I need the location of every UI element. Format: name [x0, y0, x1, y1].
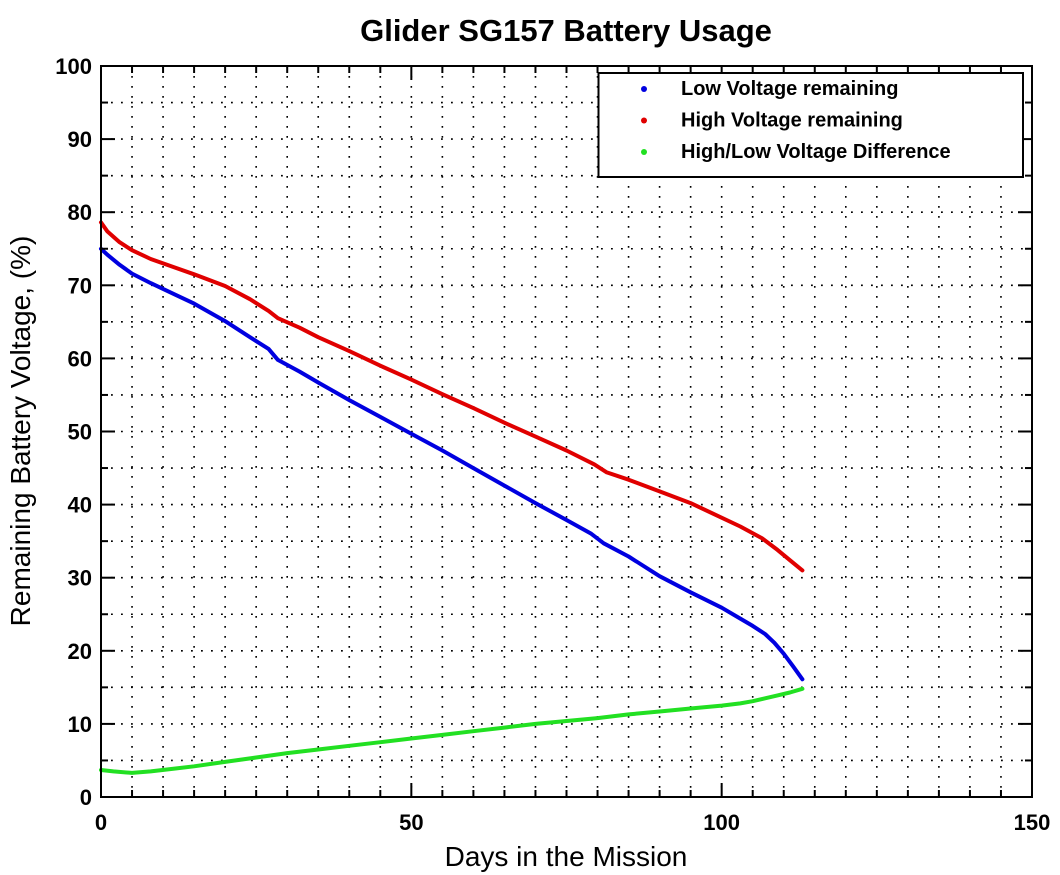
series-line-high-voltage-remaining — [99, 220, 805, 573]
series-line-low-voltage-remaining — [99, 246, 805, 682]
y-tick-label: 10 — [68, 712, 92, 737]
legend-marker-high-voltage-remaining — [641, 117, 647, 124]
x-axis-label: Days in the Mission — [445, 841, 688, 872]
legend-box — [597, 72, 1024, 178]
y-tick-label: 50 — [68, 420, 92, 445]
legend-entries: Low Voltage remaining High Voltage remain… — [641, 78, 951, 163]
tick-labels: 0 50 100 150 0 10 20 30 40 50 60 70 80 90 100 — [55, 54, 1050, 835]
legend-entry-label: Low Voltage remaining — [681, 78, 898, 100]
y-tick-label: 20 — [68, 639, 92, 664]
series-line-high-low-voltage-difference — [99, 686, 805, 775]
legend-entry-label: High/Low Voltage Difference — [681, 141, 951, 163]
y-tick-label: 40 — [68, 493, 92, 518]
x-tick-label: 50 — [399, 810, 423, 835]
data-series — [99, 220, 805, 775]
legend-marker-high-low-voltage-difference — [641, 149, 647, 155]
y-tick-label: 60 — [68, 346, 92, 371]
x-tick-label: 150 — [1014, 810, 1051, 835]
y-tick-label: 100 — [55, 54, 92, 79]
legend-entry-label: High Voltage remaining — [681, 110, 903, 132]
x-tick-label: 100 — [703, 810, 740, 835]
y-tick-label: 70 — [68, 273, 92, 298]
y-tick-label: 90 — [68, 127, 92, 152]
y-tick-label: 0 — [80, 785, 92, 810]
legend-marker-low-voltage-remaining — [641, 86, 647, 92]
y-tick-label: 30 — [68, 566, 92, 591]
y-tick-label: 80 — [68, 200, 92, 225]
y-axis-label: Remaining Battery Voltage, (%) — [5, 236, 36, 627]
chart-title: Glider SG157 Battery Usage — [360, 13, 772, 48]
x-tick-label: 0 — [95, 810, 107, 835]
legend: Low Voltage remaining High Voltage remain… — [597, 72, 1024, 178]
